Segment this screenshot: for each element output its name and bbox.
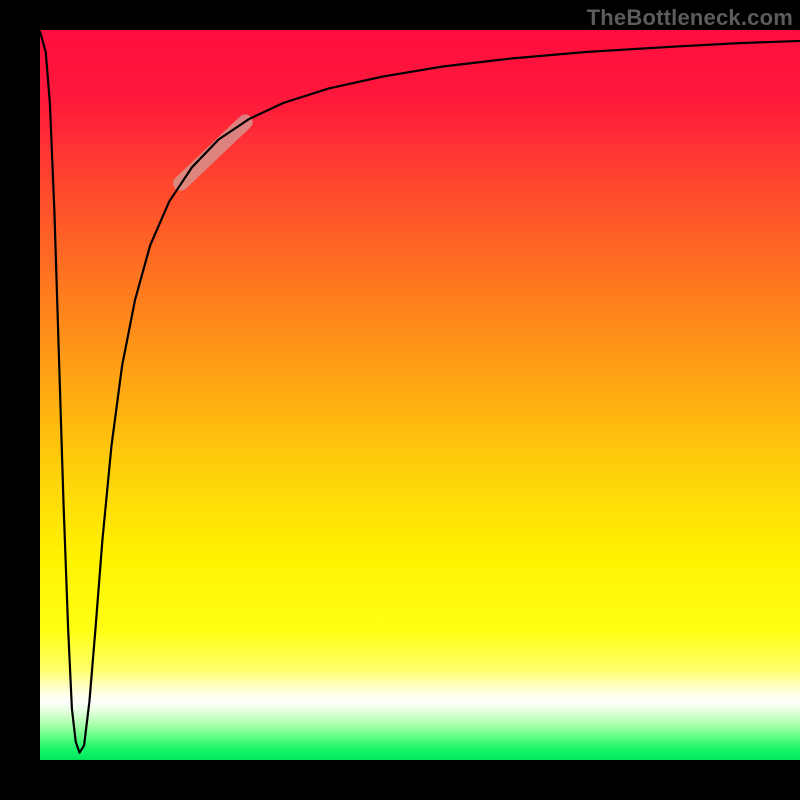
bottleneck-curve: [40, 31, 800, 752]
watermark-text: TheBottleneck.com: [587, 5, 793, 31]
curve-layer: [40, 30, 800, 760]
plot-area: [40, 30, 800, 760]
highlight-segment: [181, 122, 246, 183]
